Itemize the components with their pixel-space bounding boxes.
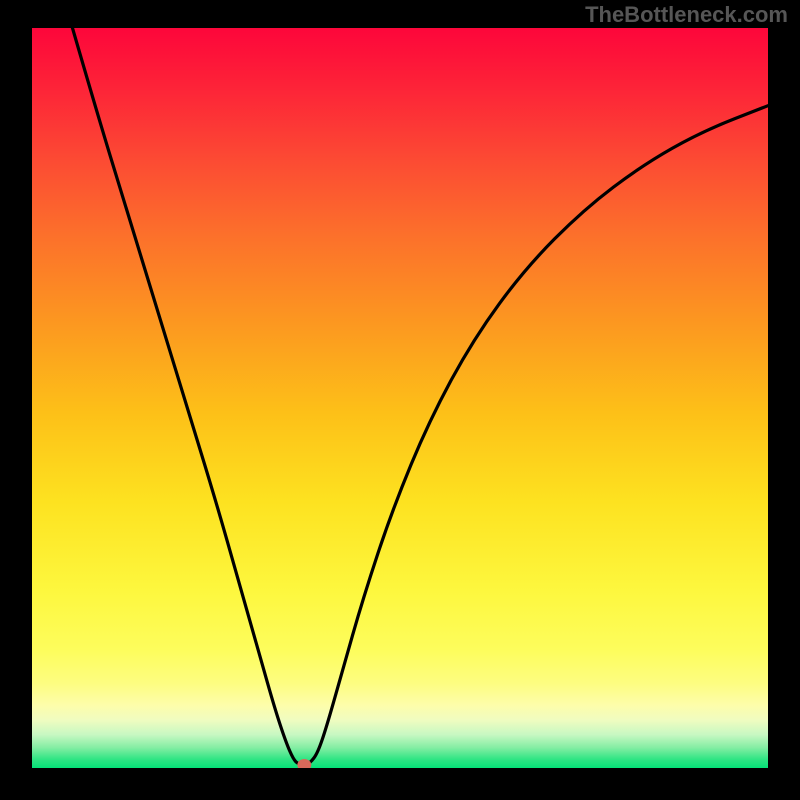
plot-area bbox=[32, 28, 768, 768]
gradient-background bbox=[32, 28, 768, 768]
watermark-text: TheBottleneck.com bbox=[585, 2, 788, 28]
chart-container: TheBottleneck.com bbox=[0, 0, 800, 800]
chart-svg bbox=[32, 28, 768, 768]
